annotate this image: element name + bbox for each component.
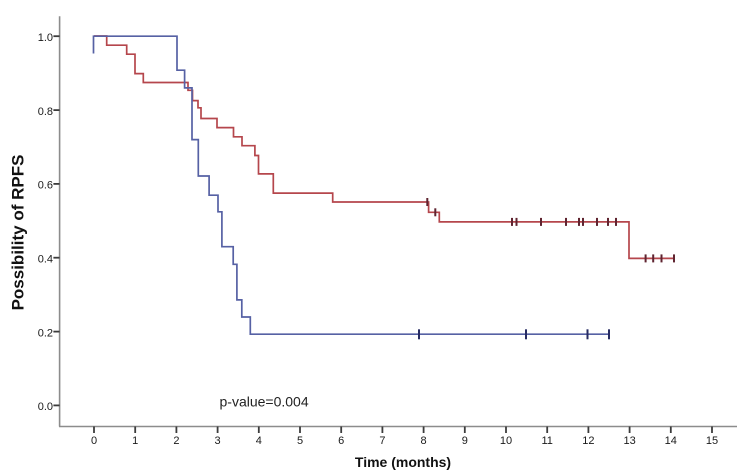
svg-text:0.2: 0.2: [38, 327, 53, 339]
svg-text:9: 9: [462, 435, 468, 447]
svg-text:14: 14: [665, 435, 677, 447]
svg-text:Time (months): Time (months): [355, 454, 451, 470]
svg-text:2: 2: [173, 435, 179, 447]
svg-text:Possibility of RPFS: Possibility of RPFS: [9, 155, 28, 311]
svg-text:0.4: 0.4: [38, 254, 53, 266]
svg-text:10: 10: [500, 435, 512, 447]
svg-text:0: 0: [91, 435, 97, 447]
svg-text:0.8: 0.8: [38, 106, 53, 118]
svg-text:6: 6: [338, 435, 344, 447]
svg-text:12: 12: [582, 435, 594, 447]
svg-text:1: 1: [132, 435, 138, 447]
svg-text:11: 11: [541, 435, 552, 447]
svg-text:1.0: 1.0: [38, 32, 53, 44]
svg-text:8: 8: [421, 435, 427, 447]
svg-text:0.6: 0.6: [38, 180, 53, 192]
svg-text:p-value=0.004: p-value=0.004: [220, 394, 309, 410]
svg-text:4: 4: [256, 435, 262, 447]
svg-text:5: 5: [297, 435, 303, 447]
svg-text:7: 7: [379, 435, 385, 447]
svg-text:13: 13: [623, 435, 635, 447]
svg-text:15: 15: [706, 435, 718, 447]
svg-text:0.0: 0.0: [38, 401, 53, 413]
svg-text:3: 3: [215, 435, 221, 447]
